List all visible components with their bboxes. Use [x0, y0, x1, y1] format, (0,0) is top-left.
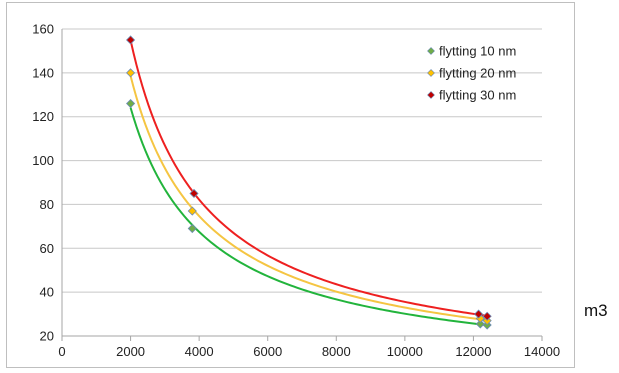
legend-marker — [427, 69, 435, 77]
data-point — [189, 188, 199, 199]
x-tick-label: 10000 — [387, 344, 423, 359]
data-point — [474, 309, 484, 319]
x-tick-label: 8000 — [322, 344, 351, 359]
axes: 20 40 60 80 100 120 140 160 0 2000 4000 6000 8000 100… — [32, 22, 560, 360]
y-tick-label: 40 — [40, 285, 54, 300]
x-tick-label: 2000 — [116, 344, 145, 359]
y-tick-label: 160 — [32, 22, 54, 37]
x-tick-label: 12000 — [455, 344, 491, 359]
legend: flytting 10 nm flytting 20 nm flytting 30 … — [427, 44, 516, 103]
trendline-2 — [129, 75, 488, 322]
x-tick-label: 0 — [58, 344, 65, 359]
x-tick-label: 6000 — [253, 344, 282, 359]
y-tick-label: 140 — [32, 65, 54, 80]
legend-marker — [427, 47, 435, 55]
trendline-3 — [129, 39, 488, 317]
legend-marker — [427, 91, 435, 99]
x-tick-label: 4000 — [185, 344, 214, 359]
data-points — [126, 35, 492, 330]
y-tick-label: 60 — [40, 241, 54, 256]
y-tick-label: 120 — [32, 109, 54, 124]
data-point — [126, 68, 136, 78]
x-tick-label: 14000 — [524, 344, 560, 359]
chart-frame — [6, 2, 575, 368]
trendlines — [129, 39, 488, 327]
y-tick-label: 20 — [40, 329, 54, 344]
data-point — [126, 35, 136, 45]
y-tick-label: 100 — [32, 153, 54, 168]
legend-label: flytting 10 nm — [439, 44, 516, 59]
data-point — [187, 223, 197, 234]
legend-label: flytting 30 nm — [439, 88, 516, 103]
data-point — [482, 311, 492, 321]
unit-label: m3 — [584, 301, 608, 320]
data-point — [187, 206, 197, 216]
data-point — [126, 98, 136, 109]
data-point — [475, 319, 485, 329]
trendline-1 — [129, 107, 488, 327]
y-tick-label: 80 — [40, 197, 54, 212]
legend-label: flytting 20 nm — [439, 66, 516, 81]
